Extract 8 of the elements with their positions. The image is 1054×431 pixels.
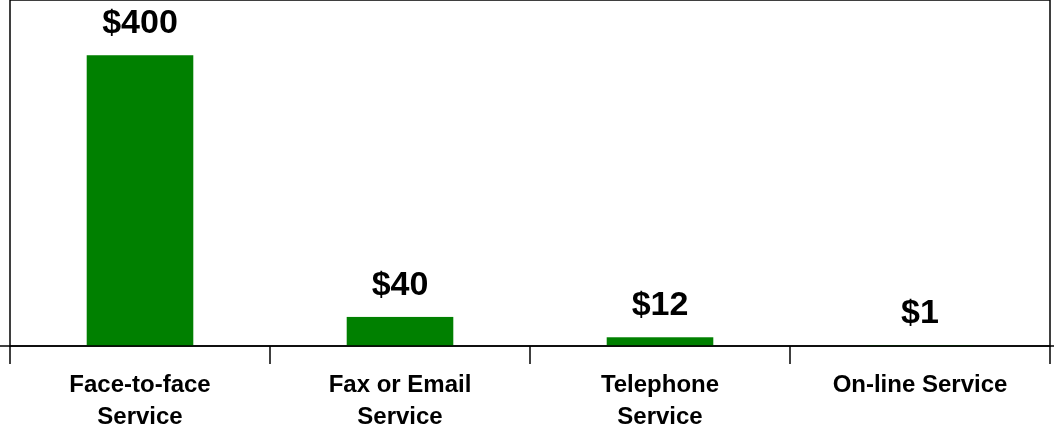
data-label: $12	[631, 284, 689, 323]
x-tick-label: On-line Service	[832, 370, 1008, 397]
data-label: $1	[901, 292, 939, 331]
x-tick-label: Telephone Service	[600, 370, 720, 429]
data-label: $40	[371, 263, 429, 302]
x-tick-label: Face-to-face Service	[69, 370, 211, 429]
x-tick-label: Fax or Email Service	[328, 370, 472, 429]
data-label: $400	[102, 2, 178, 41]
